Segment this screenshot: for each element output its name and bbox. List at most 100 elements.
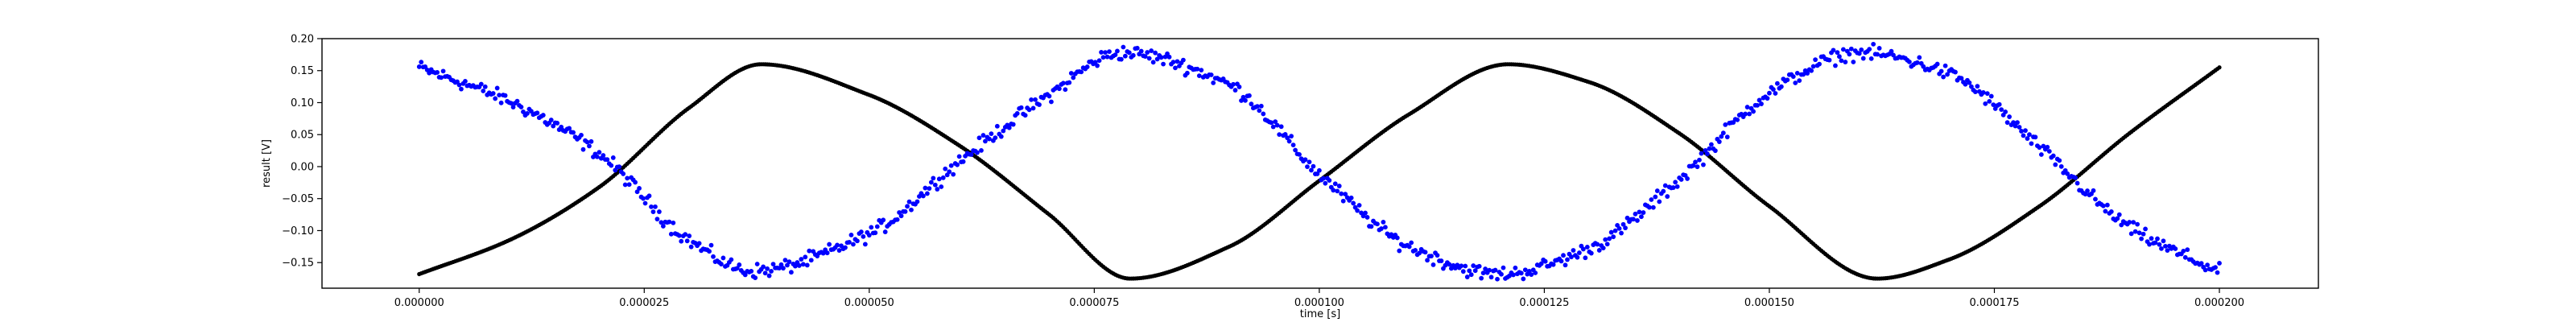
data-point bbox=[742, 272, 748, 278]
data-point bbox=[597, 150, 602, 155]
data-point bbox=[979, 147, 984, 153]
data-point bbox=[1049, 99, 1054, 105]
data-point bbox=[1657, 199, 1662, 204]
data-point bbox=[1817, 61, 1822, 67]
data-point bbox=[683, 232, 688, 237]
x-tick-label: 0.000125 bbox=[1519, 297, 1569, 309]
data-point bbox=[1307, 159, 1312, 165]
data-point bbox=[931, 175, 936, 181]
data-point bbox=[2104, 202, 2110, 208]
data-point bbox=[1063, 87, 1068, 93]
data-point bbox=[1561, 253, 1566, 258]
data-point bbox=[2053, 162, 2058, 167]
data-point bbox=[1793, 80, 1798, 85]
data-point bbox=[1430, 262, 1436, 267]
data-point bbox=[688, 244, 694, 250]
data-point bbox=[1409, 240, 1414, 246]
data-point bbox=[1095, 63, 1100, 68]
data-point bbox=[1693, 159, 1698, 165]
data-point bbox=[1320, 175, 1326, 181]
data-point bbox=[1480, 270, 1486, 275]
data-point bbox=[1363, 210, 1368, 216]
data-point bbox=[535, 110, 540, 116]
data-point bbox=[769, 269, 774, 274]
data-point bbox=[2085, 188, 2090, 193]
data-point bbox=[1533, 270, 1538, 275]
data-point bbox=[947, 169, 952, 175]
data-point bbox=[1620, 221, 1626, 227]
data-point bbox=[1875, 52, 1880, 57]
data-point bbox=[1563, 262, 1568, 268]
data-point bbox=[521, 109, 526, 114]
data-point bbox=[939, 184, 944, 189]
data-point bbox=[1351, 200, 1356, 206]
data-point bbox=[1417, 250, 1422, 256]
data-point bbox=[667, 219, 672, 225]
data-point bbox=[1138, 48, 1144, 54]
data-point bbox=[1010, 122, 1016, 127]
data-point bbox=[1967, 80, 1972, 85]
data-point bbox=[734, 266, 740, 271]
data-point bbox=[1236, 85, 1242, 89]
data-point bbox=[649, 204, 654, 209]
data-point bbox=[1511, 272, 1516, 278]
data-point bbox=[1483, 266, 1488, 271]
data-point bbox=[2140, 231, 2146, 237]
data-point bbox=[1975, 84, 1980, 89]
data-point bbox=[481, 89, 486, 93]
data-point bbox=[2021, 133, 2026, 138]
data-point bbox=[737, 262, 742, 267]
data-point bbox=[2143, 226, 2148, 232]
data-point bbox=[1099, 50, 1104, 55]
data-point bbox=[2205, 262, 2211, 268]
data-point bbox=[874, 224, 880, 229]
data-point bbox=[435, 70, 440, 75]
data-point bbox=[1261, 111, 1266, 117]
data-point bbox=[1703, 147, 1708, 153]
data-point bbox=[514, 98, 520, 104]
data-point bbox=[2015, 120, 2020, 126]
data-point bbox=[766, 273, 772, 279]
data-point bbox=[1166, 54, 1172, 60]
data-point bbox=[1575, 254, 1580, 260]
data-point bbox=[1670, 185, 1676, 190]
data-point bbox=[1104, 54, 1110, 60]
data-point bbox=[881, 217, 886, 223]
data-point bbox=[2153, 240, 2158, 246]
data-point bbox=[1158, 55, 1164, 60]
data-point bbox=[1142, 54, 1148, 60]
data-point bbox=[1921, 64, 1926, 69]
data-point bbox=[2019, 129, 2024, 134]
data-point bbox=[1941, 74, 1946, 80]
data-point bbox=[1033, 97, 1038, 102]
data-point bbox=[1641, 210, 1646, 215]
data-point bbox=[482, 84, 488, 89]
data-point bbox=[1270, 124, 1276, 130]
data-point bbox=[869, 225, 874, 230]
data-point bbox=[960, 159, 966, 164]
data-point bbox=[1801, 72, 1806, 77]
x-tick-label: 0.000100 bbox=[1294, 297, 1344, 309]
data-point bbox=[1987, 98, 1992, 104]
data-point bbox=[1121, 44, 1126, 50]
data-point bbox=[993, 135, 998, 141]
data-point bbox=[1356, 203, 1362, 208]
x-tick-label: 0.000175 bbox=[1969, 297, 2019, 309]
data-point bbox=[932, 182, 938, 188]
data-point bbox=[2119, 222, 2124, 228]
data-point bbox=[1079, 69, 1084, 75]
data-point bbox=[940, 175, 946, 180]
data-point bbox=[687, 233, 692, 238]
data-point bbox=[1805, 71, 1810, 76]
data-point bbox=[778, 262, 784, 267]
data-point bbox=[1071, 75, 1076, 80]
data-point bbox=[2217, 261, 2222, 266]
data-point bbox=[2182, 254, 2188, 260]
data-point bbox=[634, 189, 640, 195]
data-point bbox=[2045, 144, 2050, 150]
data-point bbox=[684, 238, 690, 244]
data-point bbox=[2202, 267, 2208, 273]
data-point bbox=[1707, 146, 1712, 151]
data-point bbox=[1269, 120, 1274, 126]
data-point bbox=[1029, 97, 1034, 102]
